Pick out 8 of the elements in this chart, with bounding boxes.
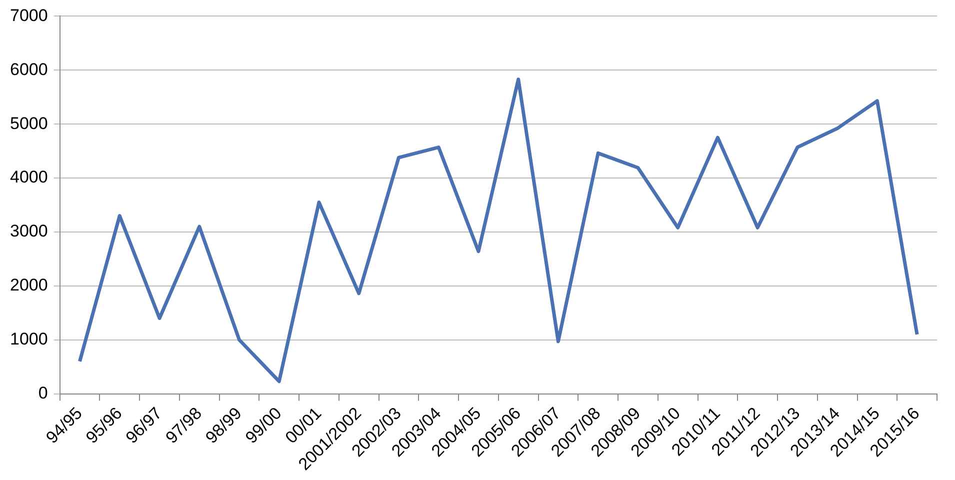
y-tick-label: 1000 [10,330,48,349]
y-tick-label: 5000 [10,114,48,133]
y-tick-label: 3000 [10,222,48,241]
y-tick-label: 6000 [10,60,48,79]
y-tick-label: 4000 [10,168,48,187]
y-tick-label: 7000 [10,6,48,25]
y-tick-label: 2000 [10,276,48,295]
y-tick-label: 0 [38,383,48,402]
